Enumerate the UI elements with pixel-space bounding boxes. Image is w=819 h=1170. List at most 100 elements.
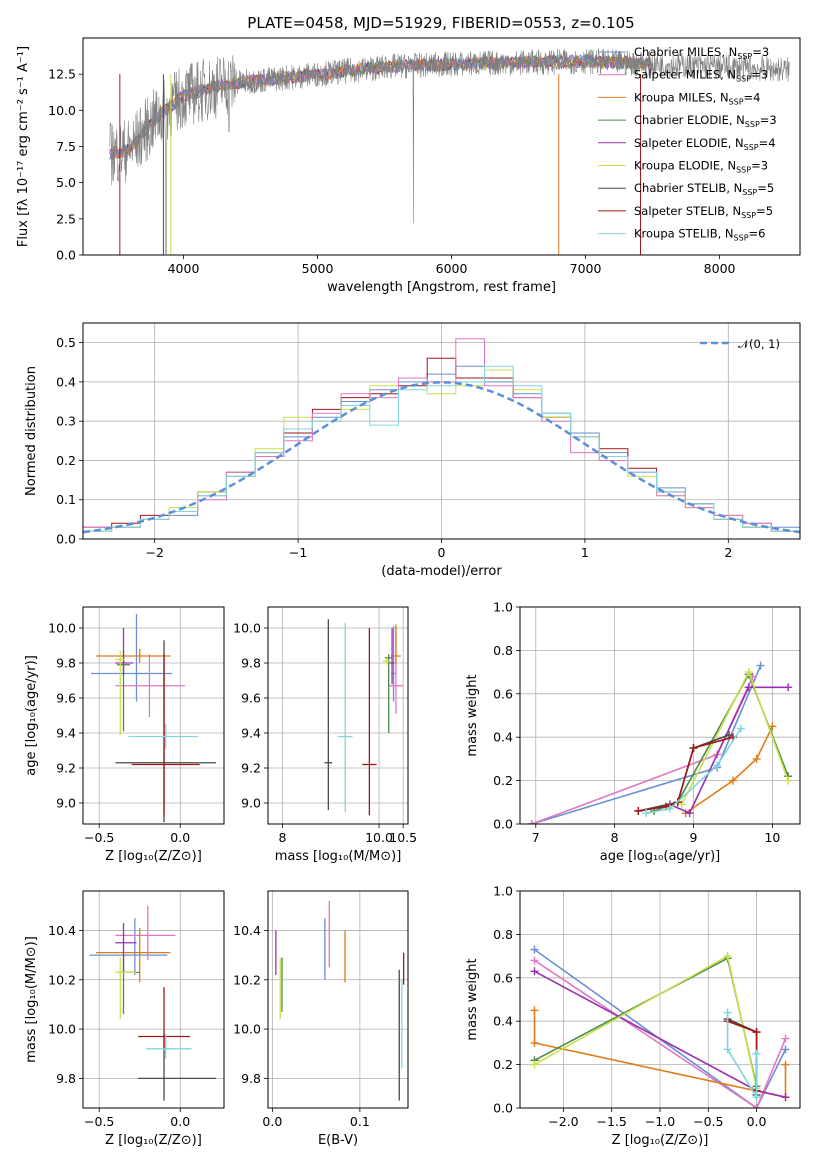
- legend-subscript: SSP: [745, 120, 760, 129]
- y-tick-label: 0.0: [56, 532, 76, 547]
- plus-marker: [527, 820, 536, 824]
- legend-value: =3: [751, 159, 768, 173]
- weight-line: [646, 728, 742, 814]
- y-tick-label: 9.6: [241, 691, 261, 706]
- plus-marker: [744, 668, 753, 677]
- plot-area: [527, 661, 793, 824]
- y-tick-label: 10.0: [233, 621, 261, 636]
- x-axis-label: age [log₁₀(age/yr)]: [600, 849, 721, 864]
- x-tick-label: 0.0: [170, 830, 190, 845]
- plus-marker: [713, 761, 722, 770]
- legend-value: =3: [751, 68, 768, 82]
- plus-marker: [530, 1060, 539, 1069]
- panel-mass-vs-Z: −0.5 0.0 9.8 10.0 10.2 10.4 Z [log₁₀(Z/Z⊙)] mas…: [24, 890, 225, 1148]
- legend-subscript: SSP: [736, 75, 751, 84]
- normal-curve: [83, 381, 800, 534]
- y-tick-label: 0.0: [493, 817, 513, 832]
- y-tick-label: 0.2: [56, 453, 76, 468]
- x-tick-label: 8000: [704, 261, 736, 276]
- x-tick-label: 0.1: [350, 1114, 370, 1129]
- plus-marker: [752, 1104, 761, 1108]
- legend-subscript: SSP: [744, 143, 759, 152]
- plus-marker: [781, 1060, 790, 1069]
- plus-marker: [781, 1034, 790, 1043]
- axes-frame: [267, 890, 409, 1109]
- y-tick-label: 9.8: [56, 1071, 76, 1086]
- x-tick-label: 8: [611, 830, 619, 845]
- y-tick-label: 0.4: [493, 730, 513, 745]
- y-tick-label: 5.0: [56, 175, 76, 190]
- legend-value: =4: [744, 90, 761, 104]
- plot-area: [89, 905, 216, 1101]
- y-tick-label: 0.6: [493, 686, 513, 701]
- plus-marker: [665, 804, 674, 813]
- x-tick-label: 10.0: [365, 830, 393, 845]
- plus-marker: [689, 744, 698, 753]
- y-tick-label: 9.8: [241, 1071, 261, 1086]
- x-tick-label: 2: [724, 545, 732, 560]
- y-tick-label: 9.4: [56, 726, 76, 741]
- axes-frame: [519, 606, 801, 825]
- weight-line: [534, 948, 787, 1108]
- legend: Chabrier MILES, NSSP=3 Salpeter MILES, NS…: [598, 45, 777, 243]
- figure-title: PLATE=0458, MJD=51929, FIBERID=0553, z=0…: [247, 14, 634, 32]
- legend-value: =5: [757, 181, 774, 195]
- histogram-series: [83, 365, 800, 539]
- y-axis-label: mass weight: [465, 958, 480, 1040]
- legend-value: =6: [749, 227, 766, 241]
- plus-marker: [685, 809, 694, 818]
- plus-marker: [642, 809, 651, 818]
- plus-marker: [756, 661, 765, 670]
- y-tick-label: 10.0: [48, 1022, 76, 1037]
- weight-line: [533, 1010, 787, 1099]
- plus-marker: [723, 1008, 732, 1017]
- x-axis-label: mass [log₁₀(M/M⊙)]: [275, 849, 402, 864]
- legend-label: Salpeter ELODIE, NSSP=4: [634, 136, 776, 152]
- x-tick-label: −1.5: [597, 1114, 627, 1129]
- plus-marker: [723, 1045, 732, 1054]
- x-tick-label: 5000: [302, 261, 334, 276]
- plot-area: [275, 900, 405, 1101]
- plus-marker: [634, 806, 643, 815]
- axes-frame: [82, 606, 225, 825]
- x-tick-label: 0.0: [747, 1114, 767, 1129]
- weight-line: [653, 672, 789, 812]
- y-tick-label: 0.1: [56, 492, 76, 507]
- y-axis-label: Normed distribution: [24, 366, 39, 496]
- x-tick-label: 0: [438, 545, 446, 560]
- y-tick-label: 10.0: [48, 103, 76, 118]
- legend-subscript: SSP: [737, 52, 752, 61]
- panel-age-vs-Z: −0.5 0.0 9.0 9.2 9.4 9.6 9.8 10.0 Z [log₁₀(Z/Z⊙)…: [24, 606, 225, 864]
- plus-marker: [530, 1006, 539, 1015]
- legend-label: Kroupa ELODIE, NSSP=3: [634, 159, 768, 175]
- plus-marker: [530, 967, 539, 976]
- legend-value: =3: [760, 113, 777, 127]
- y-tick-label: 9.8: [241, 656, 261, 671]
- y-tick-label: 7.5: [56, 139, 76, 154]
- plots-layer: 4000 5000 6000 7000 80000.02.55.07.510.012.5…: [16, 37, 801, 1148]
- y-tick-label: 10.2: [48, 972, 76, 987]
- legend-subscript: SSP: [741, 211, 756, 220]
- panel-spectrum: 4000 5000 6000 7000 8000 0.0 2.5 5.0 7.5 10.0 12.5…: [16, 37, 801, 295]
- legend: 𝒩(0, 1): [700, 337, 780, 351]
- plus-marker: [752, 1093, 761, 1102]
- y-tick-label: 0.8: [493, 643, 513, 658]
- weight-line: [726, 1012, 758, 1101]
- plus-marker: [744, 683, 753, 692]
- y-tick-label: 12.5: [48, 67, 76, 82]
- plus-marker: [736, 724, 745, 733]
- x-tick-label: 4000: [168, 261, 200, 276]
- plus-marker: [530, 956, 539, 965]
- plus-marker: [784, 776, 793, 785]
- x-tick-label: −0.5: [693, 1114, 723, 1129]
- axes-frame: [267, 606, 409, 825]
- y-tick-label: 9.0: [241, 796, 261, 811]
- weight-line: [531, 665, 762, 824]
- plus-marker: [752, 1049, 761, 1058]
- plot-area: [83, 338, 800, 539]
- x-tick-label: 6000: [436, 261, 468, 276]
- plus-marker: [530, 1038, 539, 1047]
- weight-line: [638, 736, 734, 812]
- x-tick-label: −0.5: [84, 1114, 114, 1129]
